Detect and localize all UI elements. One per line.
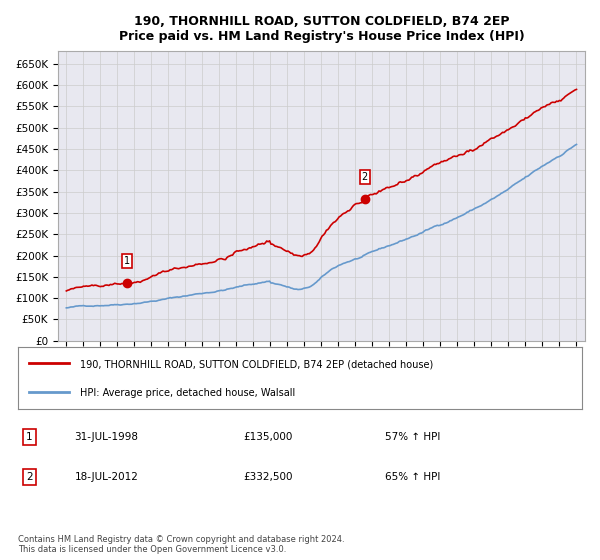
Text: 31-JUL-1998: 31-JUL-1998: [74, 432, 139, 442]
Text: 190, THORNHILL ROAD, SUTTON COLDFIELD, B74 2EP (detached house): 190, THORNHILL ROAD, SUTTON COLDFIELD, B…: [80, 360, 433, 370]
Text: £135,000: £135,000: [244, 432, 293, 442]
Text: 2: 2: [26, 472, 32, 482]
Text: 1: 1: [124, 256, 130, 266]
Text: £332,500: £332,500: [244, 472, 293, 482]
Text: 2: 2: [362, 172, 368, 182]
Text: 1: 1: [26, 432, 32, 442]
Text: 65% ↑ HPI: 65% ↑ HPI: [385, 472, 440, 482]
Text: 18-JUL-2012: 18-JUL-2012: [74, 472, 138, 482]
Text: Contains HM Land Registry data © Crown copyright and database right 2024.
This d: Contains HM Land Registry data © Crown c…: [18, 535, 344, 554]
Text: 57% ↑ HPI: 57% ↑ HPI: [385, 432, 440, 442]
Title: 190, THORNHILL ROAD, SUTTON COLDFIELD, B74 2EP
Price paid vs. HM Land Registry's: 190, THORNHILL ROAD, SUTTON COLDFIELD, B…: [119, 15, 524, 43]
Text: HPI: Average price, detached house, Walsall: HPI: Average price, detached house, Wals…: [80, 389, 295, 398]
